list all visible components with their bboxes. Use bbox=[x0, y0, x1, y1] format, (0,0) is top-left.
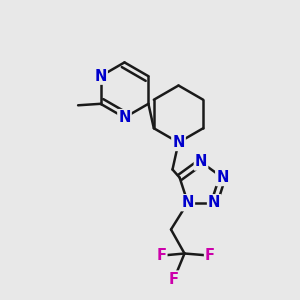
Text: N: N bbox=[195, 154, 207, 169]
Text: N: N bbox=[172, 135, 185, 150]
Text: N: N bbox=[94, 69, 107, 84]
Text: N: N bbox=[118, 110, 131, 125]
Text: N: N bbox=[182, 195, 194, 210]
Text: F: F bbox=[169, 272, 179, 286]
Text: N: N bbox=[216, 170, 229, 185]
Text: F: F bbox=[205, 248, 215, 263]
Text: N: N bbox=[208, 195, 220, 210]
Text: F: F bbox=[156, 248, 167, 263]
